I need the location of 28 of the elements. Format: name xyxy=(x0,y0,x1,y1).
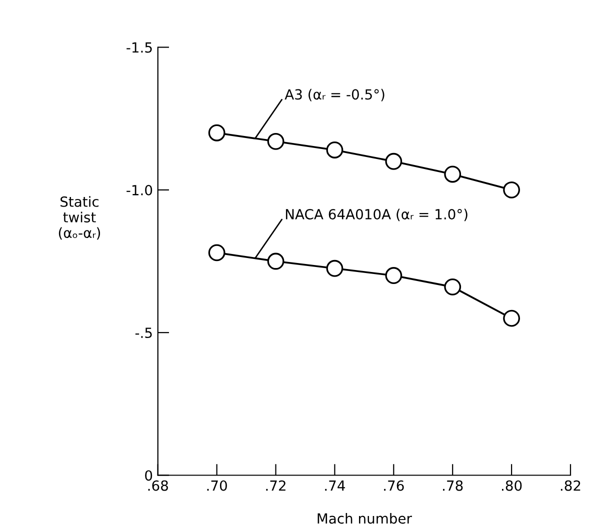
x-axis-title: Mach number xyxy=(318,512,412,524)
point xyxy=(444,166,462,183)
point xyxy=(326,260,344,277)
point xyxy=(385,267,402,284)
y-tick-label: -1.0 xyxy=(126,184,152,196)
point xyxy=(267,252,284,270)
point xyxy=(444,278,462,296)
text: A3 (αᵣ = -0.5°) xyxy=(284,88,384,102)
x-tick-label: .68 xyxy=(148,480,168,491)
point xyxy=(503,310,520,327)
point xyxy=(208,124,226,142)
point xyxy=(208,244,226,262)
x-tick-label: .80 xyxy=(502,480,522,491)
x-tick-label: .70 xyxy=(207,480,227,491)
point xyxy=(503,181,520,198)
x-tick-label: .72 xyxy=(266,480,286,491)
x-tick-label: .78 xyxy=(443,480,463,491)
y-tick-label: -.5 xyxy=(135,328,152,338)
point xyxy=(267,132,284,150)
x-tick-label: .82 xyxy=(560,480,580,491)
point xyxy=(385,152,402,170)
y-tick-label: 0 xyxy=(145,470,152,481)
x-tick-label: .74 xyxy=(325,480,345,491)
point xyxy=(326,142,344,158)
y-axis-title: Static twist (αₒ-αᵣ) xyxy=(58,196,100,240)
y-tick-label: -1.5 xyxy=(126,42,152,53)
text: NACA 64A010A (αᵣ = 1.0°) xyxy=(286,208,468,222)
x-tick-label: .76 xyxy=(384,480,404,491)
